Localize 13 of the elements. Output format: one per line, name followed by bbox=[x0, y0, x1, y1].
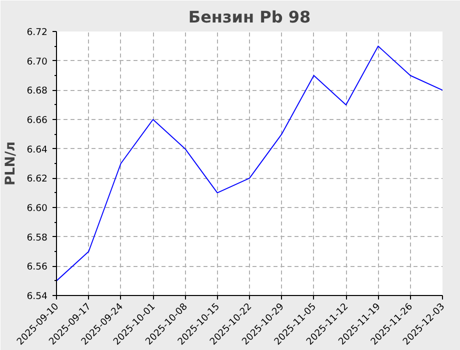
y-tick-label: 6.60 bbox=[26, 203, 48, 214]
line-series bbox=[56, 46, 442, 282]
y-tick-label: 6.58 bbox=[26, 232, 48, 244]
y-axis-title: PLN/л bbox=[4, 141, 19, 186]
y-tick-label: 6.54 bbox=[26, 291, 48, 302]
y-tick-label: 6.62 bbox=[26, 174, 48, 185]
y-tick-label: 6.68 bbox=[26, 86, 48, 97]
y-tick-label: 6.72 bbox=[26, 27, 48, 38]
y-tick-label: 6.70 bbox=[26, 56, 48, 68]
chart-title: Бензин Pb 98 bbox=[188, 8, 311, 26]
y-tick-label: 6.64 bbox=[26, 144, 48, 156]
y-tick-label: 6.56 bbox=[26, 262, 48, 273]
y-tick-label: 6.66 bbox=[26, 115, 48, 126]
